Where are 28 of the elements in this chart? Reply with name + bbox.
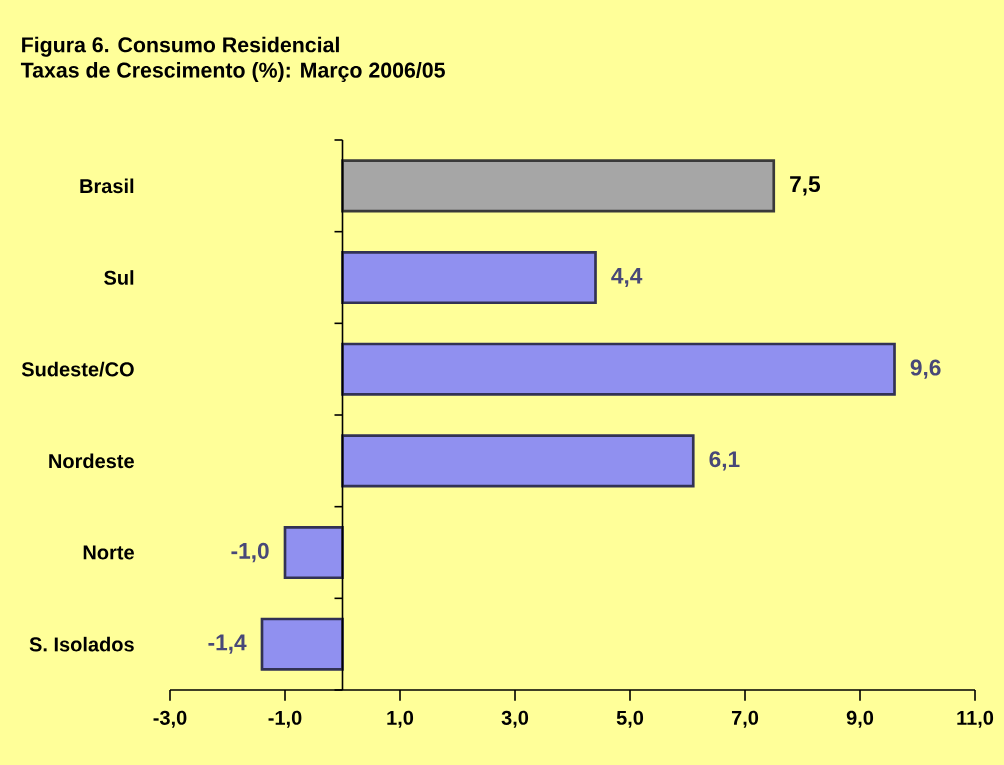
y-tick-label: Brasil — [80, 178, 134, 194]
data-label: 7,5 — [790, 176, 821, 196]
x-tick-label: 11,0 — [957, 710, 994, 728]
y-tick-label: Sul — [104, 270, 134, 285]
x-tick-label: 5,0 — [616, 710, 644, 728]
bar — [341, 159, 776, 213]
bar — [283, 525, 344, 580]
bar — [341, 434, 695, 488]
y-tick-label: Norte — [83, 545, 134, 560]
chart-subtitle: Taxas de Crescimento (%): Março 2006/05 — [20, 62, 445, 82]
chart-title: Figura 6. Consumo Residencial — [22, 36, 339, 57]
x-tick-label: -1,0 — [268, 710, 302, 728]
y-tick-label: S. Isolados — [29, 636, 134, 652]
data-label: 9,6 — [910, 359, 941, 379]
bar — [341, 250, 597, 305]
x-tick-label: 3,0 — [501, 710, 529, 728]
x-tick-label: 1,0 — [387, 710, 414, 728]
data-label: -1,4 — [208, 634, 247, 654]
bar — [341, 342, 896, 396]
bar — [260, 617, 344, 671]
x-tick-label: 7,0 — [731, 710, 759, 728]
y-tick-label: Sudeste/CO — [21, 361, 134, 377]
data-label: 4,4 — [611, 267, 643, 288]
data-label: -1,0 — [231, 542, 269, 563]
x-tick-label: -3,0 — [153, 710, 187, 728]
data-label: 6,1 — [709, 451, 740, 471]
x-tick-label: 9,0 — [846, 710, 874, 728]
y-tick-label: Nordeste — [49, 453, 134, 469]
